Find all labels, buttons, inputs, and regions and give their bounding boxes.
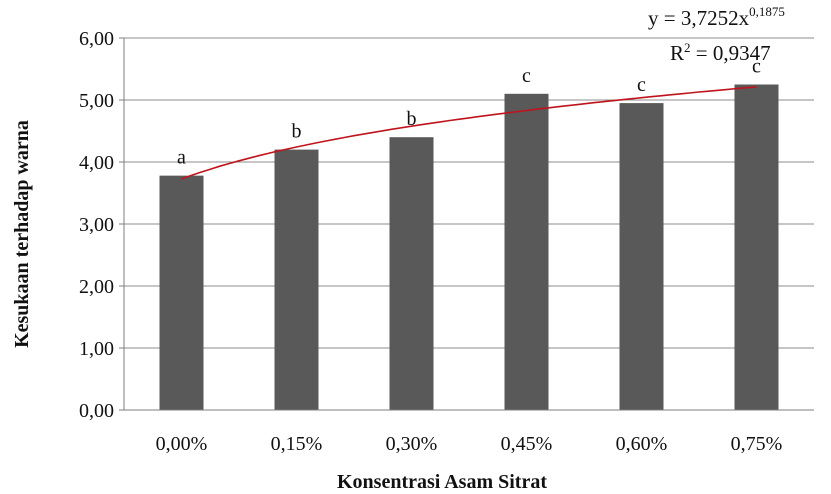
x-tick-label: 0,15% <box>271 433 323 455</box>
r2-value: = 0,9347 <box>691 41 771 65</box>
significance-labels: a b b c c c <box>177 56 761 169</box>
bar-2 <box>274 149 319 410</box>
significance-letter: c <box>752 56 761 78</box>
x-tick-labels: 0,00% 0,15% 0,30% 0,45% 0,60% 0,75% <box>156 433 783 455</box>
axes <box>119 37 814 411</box>
y-tick-label: 2,00 <box>79 276 114 298</box>
trendline-equation: y = 3,7252x0,1875 <box>648 4 785 30</box>
x-axis-title: Konsentrasi Asam Sitrat <box>337 471 547 493</box>
y-tick-label: 5,00 <box>79 90 114 112</box>
y-tick-label: 1,00 <box>79 338 114 360</box>
y-axis-title: Kesukaan terhadap warna <box>11 120 33 348</box>
y-tick-label: 0,00 <box>79 400 114 422</box>
x-tick-label: 0,30% <box>386 433 438 455</box>
equation-exponent: 0,1875 <box>749 4 785 19</box>
y-tick-label: 6,00 <box>79 28 114 50</box>
significance-letter: b <box>407 108 417 130</box>
equation-main: y = 3,7252x <box>648 6 750 30</box>
y-tick-labels: 0,00 1,00 2,00 3,00 4,00 5,00 6,00 <box>79 28 114 422</box>
x-tick-label: 0,60% <box>616 433 668 455</box>
significance-letter: a <box>177 147 186 169</box>
significance-letter: c <box>637 74 646 96</box>
r2-prefix: R <box>670 41 684 65</box>
r-squared-label: R2 = 0,9347 <box>670 40 771 65</box>
bars <box>159 84 779 411</box>
bar-3 <box>389 137 434 410</box>
y-tick-label: 4,00 <box>79 152 114 174</box>
x-tick-label: 0,75% <box>731 433 783 455</box>
trendline <box>181 86 757 180</box>
bar-6 <box>734 84 779 410</box>
significance-letter: c <box>522 65 531 87</box>
x-tick-label: 0,00% <box>156 433 208 455</box>
bar-1 <box>159 175 204 410</box>
x-tick-label: 0,45% <box>501 433 553 455</box>
bar-4 <box>504 93 549 411</box>
bar-5 <box>619 103 664 410</box>
gridlines <box>124 37 814 349</box>
y-tick-label: 3,00 <box>79 214 114 236</box>
r2-superscript: 2 <box>684 40 691 55</box>
significance-letter: b <box>292 121 302 143</box>
